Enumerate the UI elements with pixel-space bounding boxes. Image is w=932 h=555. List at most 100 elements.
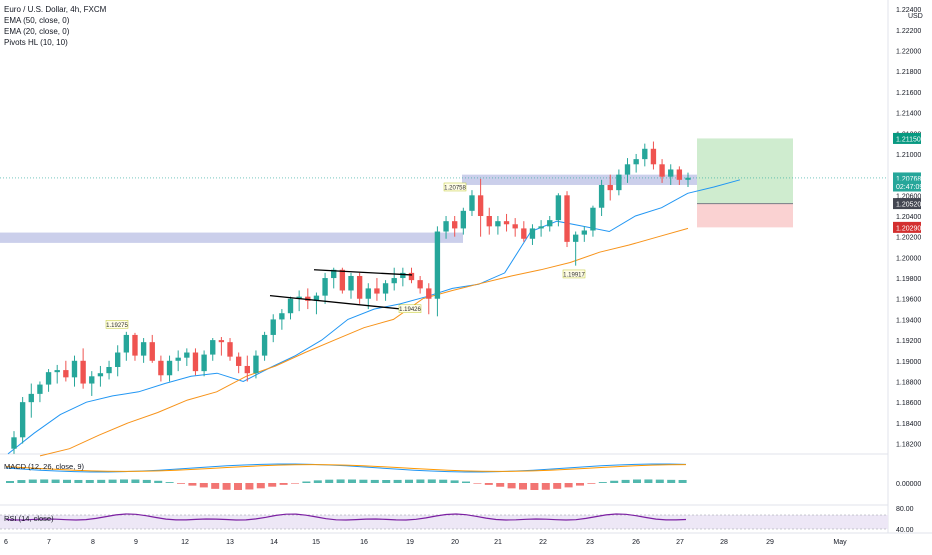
price-tick: 1.22200 (896, 28, 921, 35)
macd-histogram-bar (188, 483, 197, 486)
time-tick: 28 (720, 539, 728, 546)
candle-body (590, 207, 596, 231)
price-badge (893, 221, 921, 233)
price-tick: 1.20200 (896, 235, 921, 242)
pivot-label-box (105, 320, 129, 329)
candle-body (598, 184, 605, 208)
candle-body (287, 298, 294, 314)
time-tick: 27 (676, 539, 684, 546)
macd-histogram-bar (530, 483, 539, 490)
macd-histogram-bar (405, 479, 413, 483)
candle-body (19, 402, 26, 438)
macd-histogram-bar (142, 479, 151, 483)
ema50-line (39, 227, 689, 457)
pivot-label: 1.19275 (106, 323, 128, 329)
symbol-title[interactable]: Euro / U.S. Dollar, 4h, FXCM (4, 5, 107, 14)
time-tick: May (833, 539, 847, 546)
candle-body (512, 224, 518, 229)
pivot-label: 1.20758 (444, 185, 466, 191)
candle-body (37, 384, 43, 394)
macd-histogram-bar (74, 479, 83, 483)
candle-body (175, 357, 181, 361)
indicator-ema50[interactable]: EMA (50, close, 0) (4, 16, 70, 25)
macd-label[interactable]: MACD (12, 26, close, 9) (4, 462, 85, 471)
candle-body (296, 296, 302, 299)
pivot-label-box (562, 269, 586, 279)
candle-body (305, 296, 311, 301)
price-badge (893, 132, 921, 144)
macd-histogram-bar (40, 479, 49, 483)
candle-body (71, 360, 78, 378)
macd-histogram-bar (199, 483, 208, 488)
price-tick: 1.18600 (896, 400, 921, 407)
candle-body (685, 177, 691, 180)
rsi-tick: 40.00 (896, 527, 914, 534)
price-tick: 1.21600 (896, 90, 921, 97)
macd-histogram-bar (655, 479, 664, 483)
zone-resistance (462, 174, 710, 185)
stop-zone (697, 203, 793, 228)
candle-body (97, 373, 104, 377)
candle-body (356, 275, 363, 299)
macd-histogram-bar (245, 483, 254, 490)
candle-body (235, 356, 242, 366)
candle-body (408, 272, 415, 281)
price-badge-text: 1.21150 (896, 136, 921, 143)
candle-body (460, 210, 467, 229)
candle-body (616, 174, 622, 191)
price-tick: 1.20600 (896, 193, 921, 200)
candle-body (158, 360, 164, 376)
rsi-line (5, 513, 687, 521)
candle-body (348, 275, 354, 291)
time-tick: 16 (360, 539, 368, 546)
macd-histogram-bar (564, 483, 573, 488)
indicator-pivots[interactable]: Pivots HL (10, 10) (4, 38, 68, 47)
time-tick: 6 (4, 539, 8, 546)
macd-histogram-bar (85, 479, 94, 483)
price-badge-text: 1.20290 (896, 225, 921, 232)
pivot-label: 1.19917 (563, 272, 585, 278)
candle-body (244, 365, 250, 374)
rsi-band (0, 515, 888, 529)
time-tick: 26 (632, 539, 640, 546)
candle-body (572, 234, 579, 242)
macd-histogram-bar (633, 479, 641, 483)
macd-histogram-bar (462, 481, 470, 483)
macd-histogram-bar (348, 479, 356, 483)
candle-body (80, 360, 86, 384)
candle-body (218, 340, 225, 343)
macd-histogram-bar (610, 480, 619, 483)
candle-body (547, 220, 553, 227)
candle-body (132, 334, 138, 356)
macd-histogram-bar (667, 479, 676, 483)
time-tick: 21 (494, 539, 502, 546)
pivot-label: 1.19426 (399, 307, 421, 313)
candle-body (503, 221, 510, 225)
macd-histogram-bar (51, 479, 60, 483)
macd-histogram-bar (165, 482, 174, 483)
candle-body (339, 269, 346, 291)
macd-histogram-bar (302, 481, 311, 483)
zone-layer (0, 138, 888, 243)
candle-body (486, 216, 492, 227)
pivot-label-box (443, 182, 467, 192)
candle-body (400, 272, 406, 279)
axis-layer: 1.22400 1.22200 1.22000 1.21800 1.21600 1.214… (4, 7, 923, 546)
price-tick: 1.22000 (896, 49, 921, 56)
candle-body (192, 352, 199, 372)
rsi-label[interactable]: RSI (14, close) (4, 514, 54, 523)
candle-body (166, 360, 173, 376)
macd-histogram-bar (393, 479, 402, 483)
macd-histogram-bar (576, 483, 584, 486)
zone-support (0, 232, 463, 243)
macd-histogram-bar (507, 483, 516, 489)
macd-histogram-bar (131, 479, 140, 483)
macd-histogram-bar (382, 480, 391, 483)
drawing-layer: 1.19275 1.20758 1.19426 1.19917 (105, 182, 586, 329)
indicator-ema20[interactable]: EMA (20, close, 0) (4, 27, 70, 36)
candle-body (365, 288, 371, 299)
target-zone (697, 138, 793, 204)
grid-layer (0, 0, 932, 534)
time-tick: 29 (766, 539, 774, 546)
